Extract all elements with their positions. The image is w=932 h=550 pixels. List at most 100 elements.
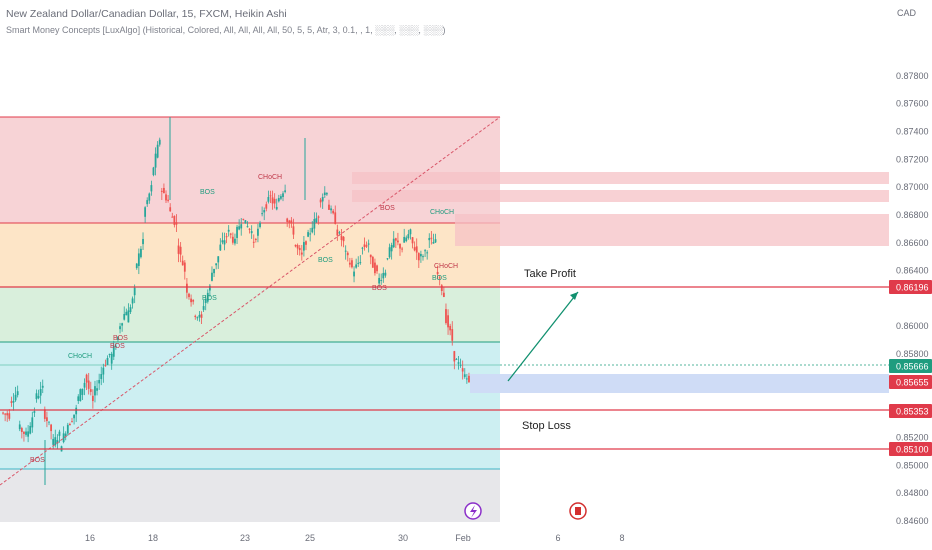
candle-body: [263, 210, 266, 213]
candle-body: [409, 229, 412, 235]
candle-body: [386, 258, 389, 260]
premium-zone: [0, 117, 500, 223]
candle-body: [87, 380, 90, 389]
candle-body: [91, 395, 94, 402]
candle-body: [376, 265, 378, 272]
candle-body: [294, 244, 297, 247]
candle-body: [236, 226, 238, 238]
candle-body: [311, 227, 314, 233]
candle-body: [417, 253, 420, 261]
currency-label: CAD: [897, 8, 917, 18]
candle-body: [447, 315, 449, 328]
candle-body: [2, 412, 4, 414]
candle-body: [468, 375, 470, 383]
candle-body: [453, 351, 456, 362]
order-block: [352, 190, 889, 202]
candle-body: [194, 315, 197, 318]
candle-body: [62, 433, 65, 443]
candle-body: [215, 263, 218, 266]
candle-body: [348, 262, 351, 265]
candle-body: [186, 283, 188, 293]
candle-body: [117, 336, 119, 340]
x-tick-label: 6: [555, 533, 560, 543]
candle-body: [246, 226, 249, 228]
candle-body: [85, 374, 88, 383]
candle-body: [110, 353, 113, 364]
price-tag-label: 0.85353: [896, 407, 929, 417]
trend-arrow: [507, 291, 579, 382]
candle-body: [27, 431, 30, 437]
candle-body: [451, 329, 454, 341]
x-tick-label: 23: [240, 533, 250, 543]
candle-body: [33, 411, 36, 413]
candle-body: [461, 368, 464, 372]
smc-label: BOS: [372, 285, 387, 292]
candle-body: [188, 293, 190, 298]
candle-body: [77, 396, 80, 401]
candle-body: [71, 421, 73, 423]
y-tick-label: 0.86600: [896, 238, 929, 248]
price-tag: [889, 404, 932, 418]
candle-body: [273, 198, 276, 204]
candle-body: [388, 247, 391, 258]
price-tag-label: 0.85100: [896, 445, 929, 455]
price-tag: [889, 280, 932, 294]
candle-body: [169, 207, 172, 212]
candle-body: [365, 245, 368, 247]
candle-body: [181, 260, 184, 266]
candle-body: [54, 437, 57, 446]
candle-body: [35, 393, 38, 400]
price-tag: [889, 359, 932, 373]
candle-body: [457, 362, 460, 364]
candle-body: [204, 298, 207, 304]
candle-body: [29, 425, 32, 434]
candle-body: [179, 246, 182, 255]
candle-body: [142, 238, 144, 245]
candle-body: [332, 210, 335, 214]
candle-body: [102, 367, 105, 375]
candle-body: [438, 277, 441, 279]
order-block: [352, 172, 889, 184]
candle-body: [25, 431, 27, 435]
order-block: [455, 214, 889, 224]
candle-body: [12, 400, 15, 403]
order-block: [455, 224, 889, 246]
candle-body: [290, 220, 293, 224]
candle-body: [56, 440, 59, 444]
candle-body: [167, 199, 169, 201]
candle-body: [223, 240, 226, 245]
indicator-legend[interactable]: Smart Money Concepts [LuxAlgo] (Historic…: [6, 25, 446, 35]
candle-body: [129, 307, 132, 313]
candle-body: [213, 268, 215, 274]
candle-body: [442, 292, 445, 297]
candle-body: [108, 353, 111, 355]
smc-label: BOS: [318, 257, 333, 264]
price-tag-label: 0.85655: [896, 378, 929, 388]
candle-body: [163, 187, 165, 194]
candle-body: [363, 244, 366, 248]
candle-body: [254, 238, 257, 240]
candle-body: [252, 241, 255, 243]
x-tick-label: 25: [305, 533, 315, 543]
candle-body: [303, 242, 305, 251]
x-tick-label: 8: [619, 533, 624, 543]
candle-body: [422, 256, 424, 258]
price-tag-label: 0.85666: [896, 362, 929, 372]
candle-body: [296, 245, 299, 249]
candle-body: [328, 204, 330, 210]
candle-body: [382, 273, 385, 279]
candle-body: [428, 238, 431, 241]
candle-body: [171, 216, 174, 218]
candle-body: [73, 414, 75, 419]
candle-body: [309, 233, 312, 235]
candle-body: [463, 374, 466, 377]
smc-label: BOS: [110, 343, 125, 350]
candle-body: [445, 309, 447, 324]
candle-body: [100, 374, 103, 380]
y-tick-label: 0.85200: [896, 433, 929, 443]
candle-body: [288, 220, 291, 224]
candle-body: [234, 238, 236, 244]
y-tick-label: 0.87600: [896, 99, 929, 109]
candle-body: [319, 199, 322, 203]
